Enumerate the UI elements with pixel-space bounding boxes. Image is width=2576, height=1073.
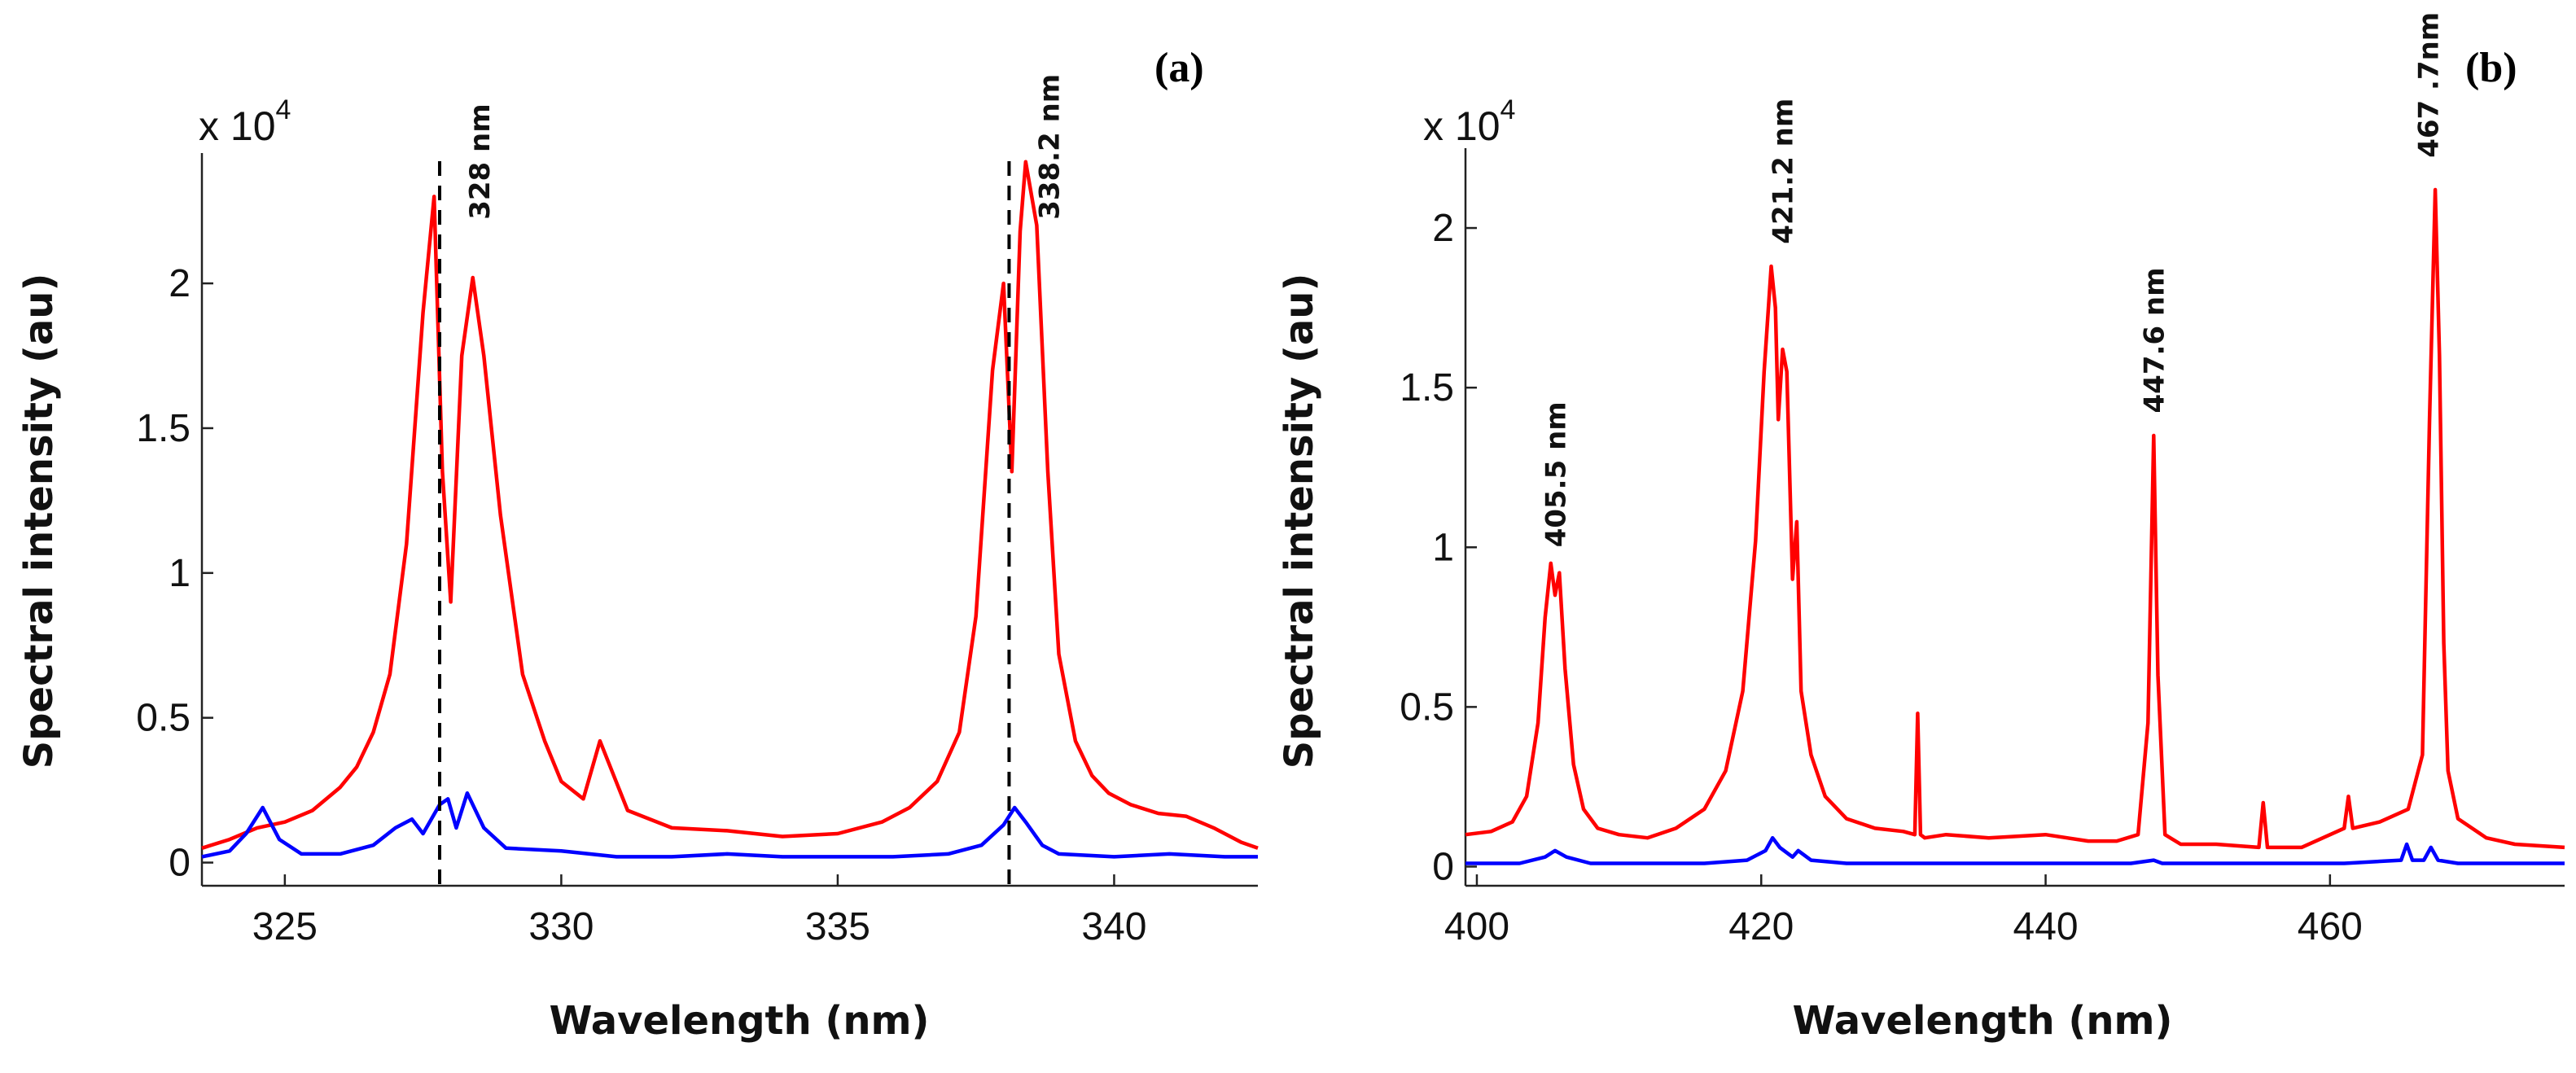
panel-a-ylabel: Spectral intensity (au): [16, 274, 62, 769]
panel-b-ytick-label: 1.5: [1400, 366, 1454, 409]
panel-a-plot: 0 0.5 1 1.5 2 325 330 335 340 328 nm 338.2 nm: [136, 74, 1259, 948]
panel-b-scale-label: x 104: [1423, 94, 1515, 149]
panel-a-ytick-label: 0.5: [136, 697, 191, 740]
panel-a-ytick-label: 1.5: [136, 407, 191, 450]
panel-a-ytick-label: 0: [169, 842, 191, 885]
panel-b-xtick-label: 440: [2013, 905, 2079, 948]
panel-b: (b) x 104 Spectral intensity (au) Wavele…: [1277, 12, 2565, 1044]
panel-b-xlabel: Wavelength (nm): [1793, 998, 2173, 1044]
panel-b-ytick-label: 0: [1432, 845, 1454, 888]
panel-b-ylabel: Spectral intensity (au): [1277, 274, 1322, 769]
panel-a-label: (a): [1154, 45, 1204, 91]
panel-a-xtick-label: 335: [805, 905, 870, 948]
panel-b-xtick-label: 460: [2298, 905, 2363, 948]
panel-a-xtick-label: 330: [528, 905, 594, 948]
panel-b-xtick-label: 420: [1728, 905, 1794, 948]
panel-b-ytick-label: 2: [1432, 207, 1454, 250]
panel-a-series-blue-line: [201, 791, 1258, 859]
panel-b-label: (b): [2465, 45, 2517, 91]
panel-a-scale-label: x 104: [199, 94, 291, 149]
panel-b-peak-annotation: 447.6 nm: [2139, 267, 2171, 413]
panel-b-plot: 0 0.5 1 1.5 2 400 420 440 460 405.5 nm 421.2 nm 447…: [1400, 12, 2565, 948]
panel-a-xtick-label: 325: [252, 905, 318, 948]
panel-a-peak-annotation: 328 nm: [464, 103, 497, 219]
panel-b-series-blue-line: [1465, 835, 2565, 865]
panel-b-peak-annotation: 467 .7nm: [2413, 12, 2446, 158]
panel-a-xlabel: Wavelength (nm): [550, 998, 930, 1044]
panel-a-ytick-label: 1: [169, 552, 191, 595]
panel-a-peak-annotation: 338.2 nm: [1034, 74, 1067, 220]
panel-b-series-red-line: [1465, 187, 2565, 850]
panel-a-ytick-label: 2: [169, 262, 191, 305]
panel-a-series-red-line: [201, 160, 1259, 850]
panel-b-ytick-label: 0.5: [1400, 685, 1454, 729]
panel-b-peak-annotation: 405.5 nm: [1540, 401, 1572, 547]
panel-b-ytick-label: 1: [1432, 526, 1454, 569]
panel-b-xtick-label: 400: [1444, 905, 1509, 948]
panel-a-xtick-label: 340: [1081, 905, 1146, 948]
panel-b-peak-annotation: 421.2 nm: [1768, 99, 1800, 244]
panel-a: (a) x 104 Spectral intensity (au) Wavele…: [16, 45, 1259, 1044]
